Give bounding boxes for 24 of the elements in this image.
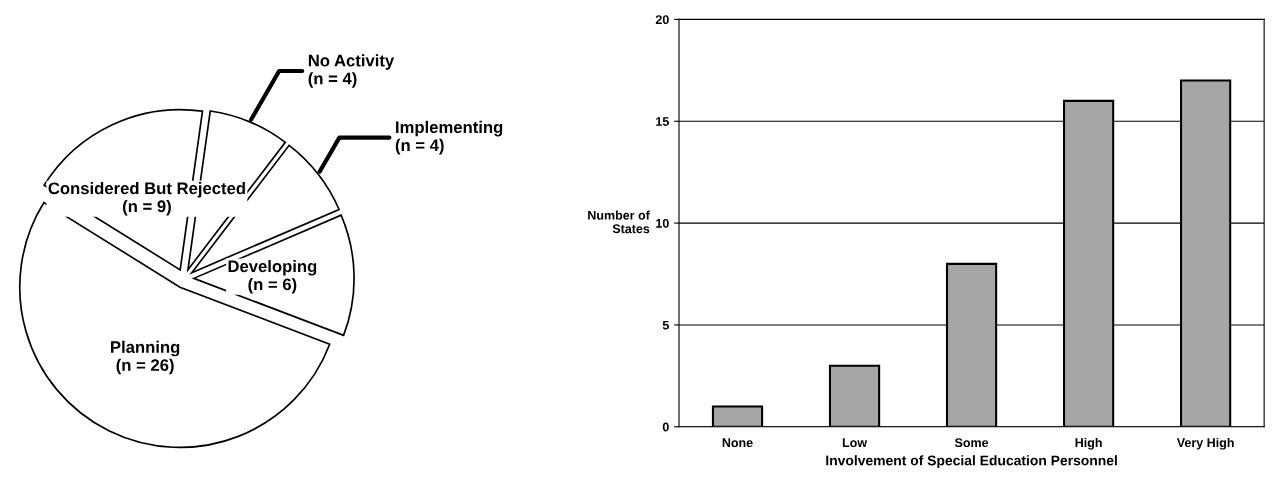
y-tick-label: 10 bbox=[656, 218, 669, 228]
slice-label: Planning bbox=[111, 340, 180, 357]
slice-label: Implementing bbox=[396, 120, 503, 137]
bar bbox=[828, 364, 881, 427]
y-tick-label: 5 bbox=[662, 320, 669, 330]
x-tick-label: High bbox=[1075, 437, 1102, 450]
x-tick-label: Very High bbox=[1176, 437, 1234, 450]
data-label: (n = 4) bbox=[395, 138, 444, 155]
x-axis-title: Involvement of Special Education Personnel bbox=[826, 455, 1117, 469]
data-label: (n = 9) bbox=[122, 199, 171, 216]
slice-label: Developing bbox=[228, 259, 317, 276]
y-tick-label: 0 bbox=[662, 422, 669, 432]
x-tick-label: Some bbox=[954, 438, 989, 448]
y-tick-label: 15 bbox=[656, 117, 669, 126]
slice-label: Considered But Rejected bbox=[48, 181, 245, 198]
data-label: (n = 26) bbox=[116, 358, 174, 375]
data-label: (n = 6) bbox=[248, 277, 297, 294]
slice-label: No Activity bbox=[308, 54, 395, 70]
x-tick-label: None bbox=[722, 438, 753, 448]
y-tick-label: 20 bbox=[655, 15, 669, 25]
data-label: (n = 4) bbox=[308, 72, 357, 88]
x-tick-label: Low bbox=[842, 438, 868, 448]
bar bbox=[711, 405, 764, 427]
y-axis-title: Number of States bbox=[588, 210, 650, 234]
